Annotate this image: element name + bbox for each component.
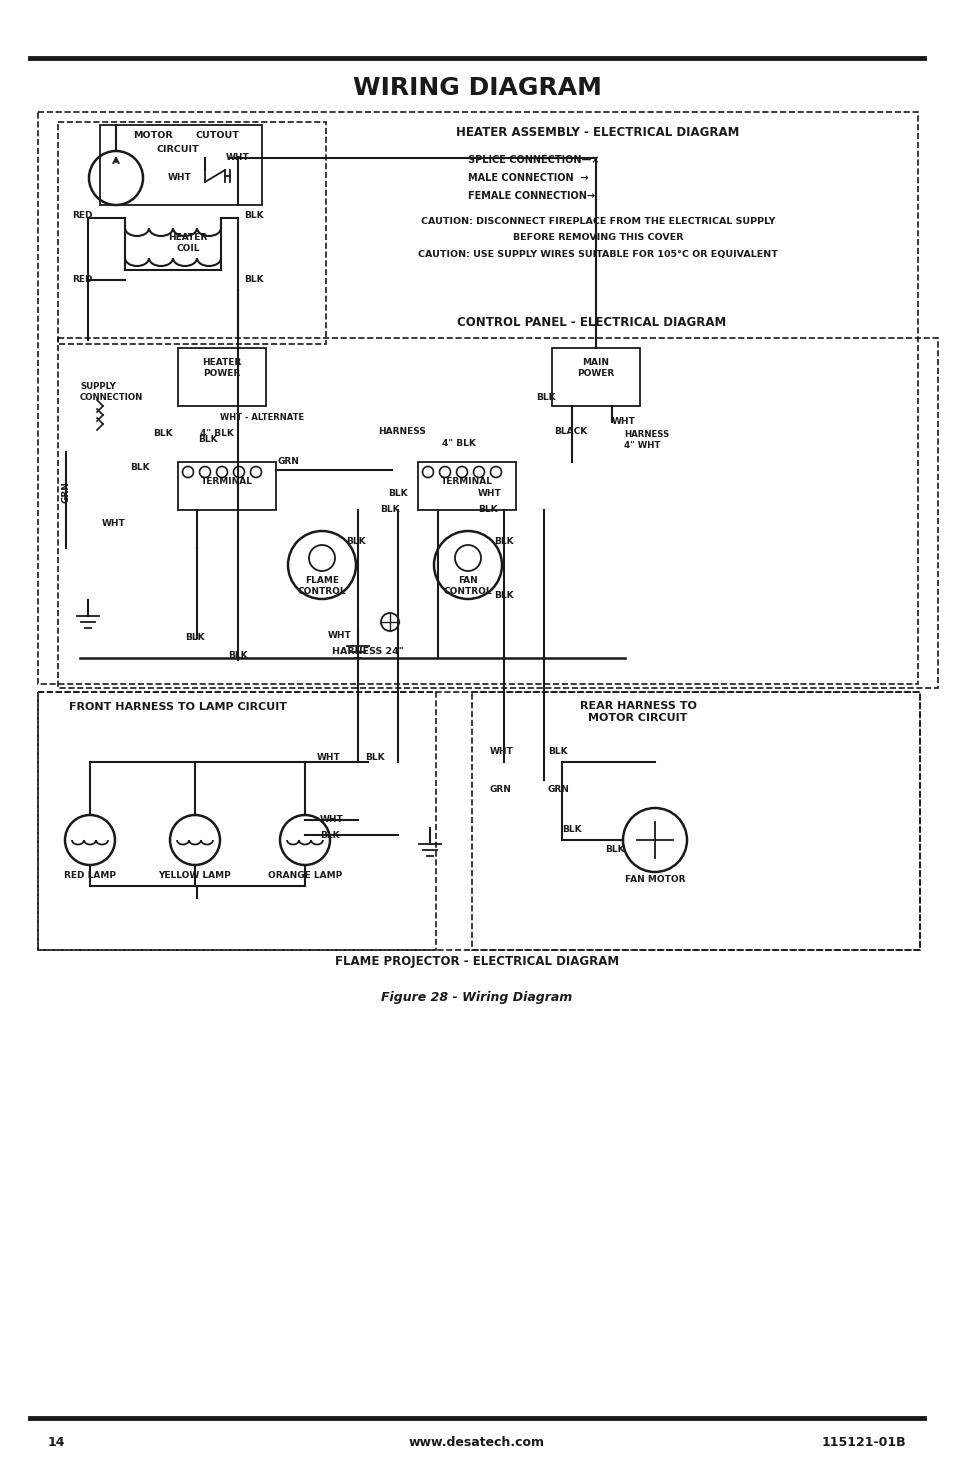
Text: BLK: BLK (244, 276, 263, 285)
Text: WHT: WHT (612, 417, 635, 426)
Text: FEMALE CONNECTION→: FEMALE CONNECTION→ (468, 190, 595, 201)
Bar (178, 462, 275, 510)
Text: CUTOUT: CUTOUT (195, 131, 239, 140)
Text: RED: RED (71, 211, 92, 220)
Bar (38, 692, 919, 950)
Bar (552, 348, 639, 406)
Text: SUPPLY
CONNECTION: SUPPLY CONNECTION (80, 382, 143, 401)
Text: RED LAMP: RED LAMP (64, 872, 116, 881)
Text: REAR HARNESS TO
MOTOR CIRCUIT: REAR HARNESS TO MOTOR CIRCUIT (579, 701, 696, 723)
Text: 4" BLK: 4" BLK (200, 429, 233, 438)
Text: BLK: BLK (494, 537, 513, 547)
Text: WIRING DIAGRAM: WIRING DIAGRAM (353, 77, 600, 100)
Text: WHT: WHT (168, 174, 192, 183)
Text: 115121-01B: 115121-01B (821, 1435, 905, 1448)
Text: FLAME PROJECTOR - ELECTRICAL DIAGRAM: FLAME PROJECTOR - ELECTRICAL DIAGRAM (335, 956, 618, 969)
Text: GRN: GRN (61, 481, 71, 503)
Bar (472, 692, 919, 950)
Text: MALE CONNECTION  →: MALE CONNECTION → (468, 173, 588, 183)
Text: BLK: BLK (388, 490, 407, 499)
Text: MAIN
POWER: MAIN POWER (577, 358, 614, 378)
Text: BLK: BLK (604, 845, 624, 854)
Text: BLK: BLK (130, 463, 150, 472)
Text: WHT: WHT (226, 153, 250, 162)
Text: BLK: BLK (185, 633, 204, 643)
Text: SPLICE CONNECTION—×: SPLICE CONNECTION—× (468, 155, 598, 165)
Text: FAN
CONTROL: FAN CONTROL (443, 577, 492, 596)
Text: WHT: WHT (315, 754, 339, 763)
Text: 14: 14 (48, 1435, 66, 1448)
Text: WHT: WHT (319, 816, 343, 825)
Text: FRONT HARNESS TO LAMP CIRCUIT: FRONT HARNESS TO LAMP CIRCUIT (69, 702, 287, 712)
Bar (178, 348, 266, 406)
Text: BLK: BLK (198, 435, 217, 444)
Text: RED: RED (71, 276, 92, 285)
Text: WHT: WHT (477, 490, 501, 499)
Text: HARNESS: HARNESS (377, 428, 425, 437)
Text: BLK: BLK (561, 826, 581, 835)
Text: BLACK: BLACK (554, 428, 587, 437)
Text: WHT: WHT (102, 519, 126, 528)
Text: TERMINAL: TERMINAL (201, 476, 253, 485)
Text: MOTOR: MOTOR (132, 131, 172, 140)
Text: BEFORE REMOVING THIS COVER: BEFORE REMOVING THIS COVER (512, 233, 682, 242)
Text: www.desatech.com: www.desatech.com (409, 1435, 544, 1448)
Text: BLK: BLK (547, 748, 567, 757)
Bar (38, 112, 917, 684)
Text: BLK: BLK (494, 591, 513, 600)
Text: FLAME
CONTROL: FLAME CONTROL (297, 577, 346, 596)
Bar (58, 122, 326, 344)
Text: BLK: BLK (244, 211, 263, 220)
Text: HEATER
COIL: HEATER COIL (168, 233, 208, 252)
Text: BLK: BLK (477, 506, 497, 515)
Text: BLK: BLK (346, 537, 365, 547)
Text: YELLOW LAMP: YELLOW LAMP (158, 872, 232, 881)
Text: BLK: BLK (228, 650, 248, 659)
Text: CAUTION: USE SUPPLY WIRES SUITABLE FOR 105°C OR EQUIVALENT: CAUTION: USE SUPPLY WIRES SUITABLE FOR 1… (417, 249, 777, 258)
Text: 4" BLK: 4" BLK (441, 438, 476, 447)
Text: CIRCUIT: CIRCUIT (156, 145, 199, 153)
Bar (100, 125, 262, 205)
Text: FAN MOTOR: FAN MOTOR (624, 876, 684, 885)
Text: BLK: BLK (152, 429, 172, 438)
Text: GRN: GRN (276, 457, 298, 466)
Text: BLK: BLK (379, 506, 399, 515)
Bar (58, 338, 937, 687)
Bar (38, 692, 436, 950)
Text: HEATER
POWER: HEATER POWER (202, 358, 241, 378)
Text: HARNESS 24": HARNESS 24" (332, 648, 403, 656)
Bar (417, 462, 516, 510)
Text: WHT: WHT (328, 630, 352, 640)
Text: WHT - ALTERNATE: WHT - ALTERNATE (220, 413, 304, 422)
Text: BLK: BLK (365, 754, 384, 763)
Text: ORANGE LAMP: ORANGE LAMP (268, 872, 342, 881)
Text: BLK: BLK (319, 830, 339, 839)
Text: GRN: GRN (490, 786, 512, 795)
Text: CONTROL PANEL - ELECTRICAL DIAGRAM: CONTROL PANEL - ELECTRICAL DIAGRAM (456, 316, 726, 329)
Text: CAUTION: DISCONNECT FIREPLACE FROM THE ELECTRICAL SUPPLY: CAUTION: DISCONNECT FIREPLACE FROM THE E… (420, 217, 775, 227)
Text: Figure 28 - Wiring Diagram: Figure 28 - Wiring Diagram (381, 991, 572, 1004)
Text: GRN: GRN (547, 786, 569, 795)
Text: TERMINAL: TERMINAL (440, 476, 493, 485)
Text: HEATER ASSEMBLY - ELECTRICAL DIAGRAM: HEATER ASSEMBLY - ELECTRICAL DIAGRAM (456, 125, 739, 139)
Text: HARNESS
4" WHT: HARNESS 4" WHT (623, 431, 669, 450)
Text: WHT: WHT (490, 748, 514, 757)
Text: BLK: BLK (536, 392, 555, 401)
